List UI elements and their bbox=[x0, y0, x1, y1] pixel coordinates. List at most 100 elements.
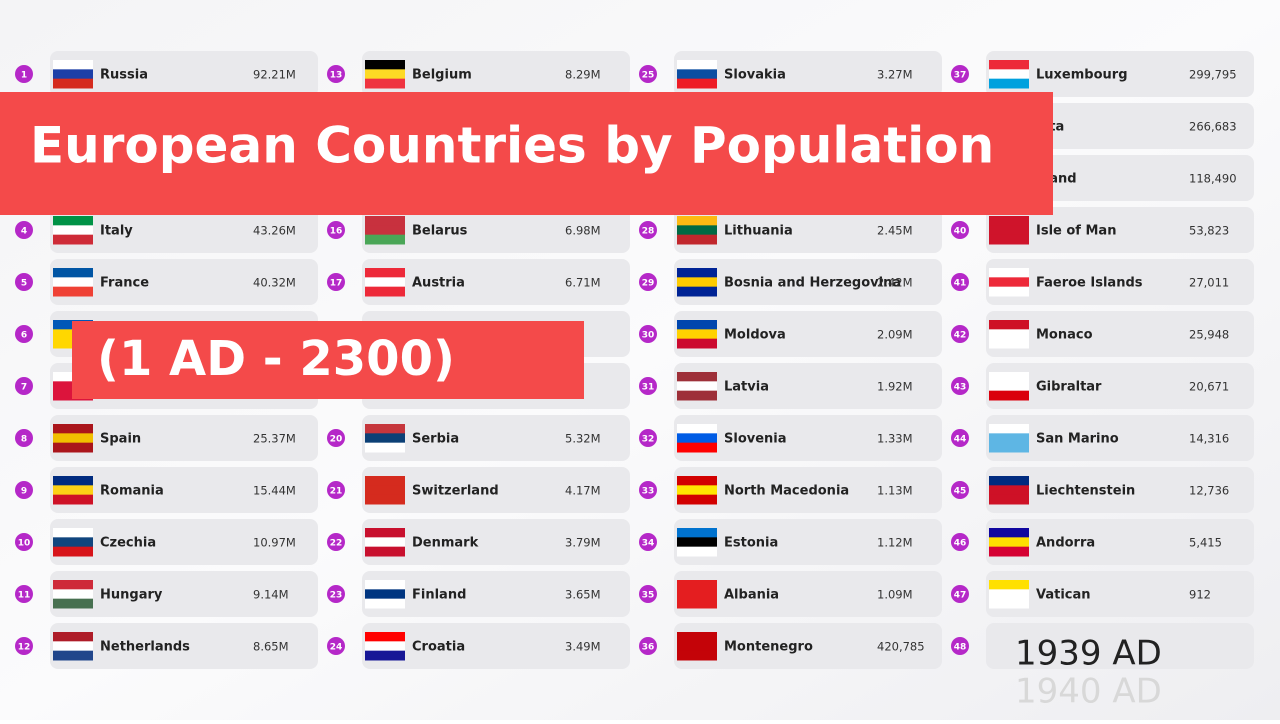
rank-number: 24 bbox=[330, 643, 343, 653]
flag-stripe bbox=[677, 286, 717, 297]
country-name: Serbia bbox=[412, 432, 459, 447]
flag-stripe bbox=[677, 476, 717, 486]
flag-stripe bbox=[989, 320, 1029, 330]
population: 118,490 bbox=[1189, 172, 1237, 186]
flag-stripe bbox=[989, 234, 1029, 245]
rank-number: 42 bbox=[954, 331, 967, 341]
flag-stripe bbox=[677, 632, 717, 642]
rank-number: 5 bbox=[21, 279, 27, 289]
flag-stripe bbox=[989, 338, 1029, 349]
flag-stripe bbox=[989, 580, 1029, 590]
flag-stripe bbox=[989, 589, 1029, 600]
row-card bbox=[362, 259, 630, 305]
row-card bbox=[986, 363, 1254, 409]
country-name: Finland bbox=[412, 588, 466, 603]
country-name: France bbox=[100, 276, 149, 291]
flag-stripe bbox=[677, 381, 717, 392]
flag-stripe bbox=[365, 277, 405, 288]
rank-badge bbox=[639, 221, 657, 239]
country-name: Estonia bbox=[724, 536, 778, 551]
row-card bbox=[986, 467, 1254, 513]
population: 299,795 bbox=[1189, 68, 1237, 82]
population: 420,785 bbox=[877, 640, 925, 654]
rank-number: 7 bbox=[21, 383, 27, 393]
next-year: 1940 AD bbox=[1015, 672, 1162, 712]
rank-number: 12 bbox=[18, 643, 31, 653]
flag-stripe bbox=[677, 485, 717, 496]
population: 3.49M bbox=[565, 640, 601, 654]
flag-stripe bbox=[53, 650, 93, 661]
population: 2.42M bbox=[877, 276, 913, 290]
row-card bbox=[362, 51, 630, 97]
population: 3.79M bbox=[565, 536, 601, 550]
rank-badge bbox=[327, 273, 345, 291]
flag-stripe bbox=[677, 338, 717, 349]
population: 6.71M bbox=[565, 276, 601, 290]
population: 5.32M bbox=[565, 432, 601, 446]
flag-stripe bbox=[989, 424, 1029, 434]
flag-stripe bbox=[989, 372, 1029, 382]
row-card bbox=[674, 571, 942, 617]
rank-number: 6 bbox=[21, 331, 27, 341]
flag-stripe bbox=[989, 286, 1029, 297]
row-card bbox=[674, 415, 942, 461]
rank-number: 46 bbox=[954, 539, 967, 549]
rank-badge bbox=[15, 481, 33, 499]
rank-badge bbox=[15, 585, 33, 603]
rank-badge bbox=[639, 273, 657, 291]
flag-stripe bbox=[53, 546, 93, 557]
country-name: Liechtenstein bbox=[1036, 484, 1135, 499]
rank-number: 47 bbox=[954, 591, 967, 601]
rank-badge bbox=[951, 481, 969, 499]
country-name: Faeroe Islands bbox=[1036, 276, 1143, 291]
population: 15.44M bbox=[253, 484, 296, 498]
row-card bbox=[50, 467, 318, 513]
rank-number: 9 bbox=[21, 487, 27, 497]
flag-stripe bbox=[365, 537, 405, 548]
rank-badge bbox=[639, 325, 657, 343]
population: 14,316 bbox=[1189, 432, 1229, 446]
flag-stripe bbox=[989, 546, 1029, 557]
rank-badge bbox=[15, 325, 33, 343]
flag-stripe bbox=[53, 225, 93, 236]
row-card bbox=[362, 623, 630, 669]
country-name: Netherlands bbox=[100, 640, 190, 655]
current-year: 1939 AD bbox=[1015, 634, 1162, 674]
flag-stripe bbox=[53, 632, 93, 642]
row-card bbox=[362, 207, 630, 253]
country-name: Croatia bbox=[412, 640, 465, 655]
population: 43.26M bbox=[253, 224, 296, 238]
country-name: Romania bbox=[100, 484, 164, 499]
population: 9.14M bbox=[253, 588, 289, 602]
flag-stripe bbox=[989, 494, 1029, 505]
row-card bbox=[362, 467, 630, 513]
population: 40.32M bbox=[253, 276, 296, 290]
rank-badge bbox=[15, 273, 33, 291]
rank-number: 35 bbox=[642, 591, 655, 601]
country-name: Italy bbox=[100, 224, 133, 239]
population: 53,823 bbox=[1189, 224, 1229, 238]
rank-badge bbox=[327, 481, 345, 499]
population: 8.65M bbox=[253, 640, 289, 654]
row-card bbox=[674, 623, 942, 669]
row-card bbox=[674, 363, 942, 409]
rank-badge bbox=[639, 585, 657, 603]
country-name: Slovakia bbox=[724, 68, 786, 83]
population: 10.97M bbox=[253, 536, 296, 550]
country-name: San Marino bbox=[1036, 432, 1119, 447]
flag-stripe bbox=[365, 494, 405, 505]
flag-stripe bbox=[677, 650, 717, 661]
population: 12,736 bbox=[1189, 484, 1229, 498]
population: 266,683 bbox=[1189, 120, 1237, 134]
subtitle-banner bbox=[72, 321, 584, 399]
rank-number: 4 bbox=[21, 227, 27, 237]
country-name: Albania bbox=[724, 588, 779, 603]
country-name: Andorra bbox=[1036, 536, 1095, 551]
flag-stripe bbox=[365, 641, 405, 652]
country-name: Belgium bbox=[412, 68, 472, 83]
population: 27,011 bbox=[1189, 276, 1229, 290]
row-card bbox=[50, 519, 318, 565]
rank-number: 1 bbox=[21, 71, 27, 81]
rank-badge bbox=[327, 585, 345, 603]
row-card bbox=[362, 519, 630, 565]
